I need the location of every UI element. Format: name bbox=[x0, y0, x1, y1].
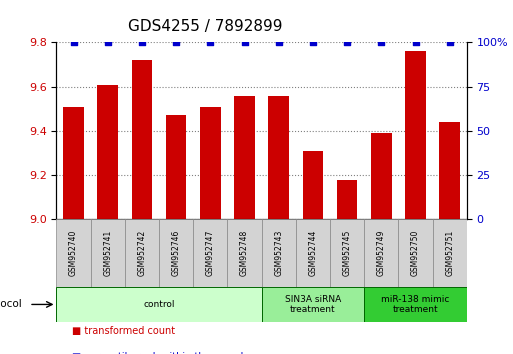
FancyBboxPatch shape bbox=[399, 219, 432, 287]
FancyBboxPatch shape bbox=[330, 219, 364, 287]
Bar bbox=[371, 133, 391, 219]
Text: GSM952744: GSM952744 bbox=[308, 230, 318, 276]
Point bbox=[274, 40, 283, 45]
FancyBboxPatch shape bbox=[56, 287, 262, 322]
Text: GSM952750: GSM952750 bbox=[411, 230, 420, 276]
Text: protocol: protocol bbox=[0, 299, 22, 309]
Point bbox=[309, 40, 317, 45]
Point bbox=[172, 40, 180, 45]
Text: ■ transformed count: ■ transformed count bbox=[72, 326, 175, 336]
FancyBboxPatch shape bbox=[193, 219, 227, 287]
Bar bbox=[405, 51, 426, 219]
Text: GSM952740: GSM952740 bbox=[69, 230, 78, 276]
Point bbox=[69, 40, 77, 45]
Text: SIN3A siRNA
treatment: SIN3A siRNA treatment bbox=[285, 295, 341, 314]
Text: miR-138 mimic
treatment: miR-138 mimic treatment bbox=[381, 295, 450, 314]
FancyBboxPatch shape bbox=[432, 219, 467, 287]
FancyBboxPatch shape bbox=[364, 219, 399, 287]
Text: GSM952745: GSM952745 bbox=[343, 230, 351, 276]
FancyBboxPatch shape bbox=[262, 287, 364, 322]
Bar bbox=[63, 107, 84, 219]
Bar bbox=[234, 96, 255, 219]
FancyBboxPatch shape bbox=[159, 219, 193, 287]
Text: ■ percentile rank within the sample: ■ percentile rank within the sample bbox=[72, 352, 249, 354]
Point bbox=[138, 40, 146, 45]
FancyBboxPatch shape bbox=[56, 219, 91, 287]
Text: GSM952741: GSM952741 bbox=[103, 230, 112, 276]
Text: GSM952747: GSM952747 bbox=[206, 230, 215, 276]
Point bbox=[446, 40, 454, 45]
FancyBboxPatch shape bbox=[262, 219, 296, 287]
Text: GDS4255 / 7892899: GDS4255 / 7892899 bbox=[128, 19, 283, 34]
FancyBboxPatch shape bbox=[91, 219, 125, 287]
Point bbox=[343, 40, 351, 45]
Point bbox=[104, 40, 112, 45]
Bar bbox=[440, 122, 460, 219]
FancyBboxPatch shape bbox=[364, 287, 467, 322]
Bar bbox=[200, 107, 221, 219]
Bar bbox=[268, 96, 289, 219]
Text: control: control bbox=[143, 300, 175, 309]
Bar bbox=[303, 151, 323, 219]
Bar bbox=[337, 179, 358, 219]
Point bbox=[241, 40, 249, 45]
FancyBboxPatch shape bbox=[125, 219, 159, 287]
Point bbox=[411, 40, 420, 45]
Bar bbox=[132, 60, 152, 219]
Point bbox=[206, 40, 214, 45]
Point bbox=[377, 40, 385, 45]
Bar bbox=[97, 85, 118, 219]
Text: GSM952743: GSM952743 bbox=[274, 230, 283, 276]
FancyBboxPatch shape bbox=[296, 219, 330, 287]
Text: GSM952749: GSM952749 bbox=[377, 230, 386, 276]
Text: GSM952751: GSM952751 bbox=[445, 230, 454, 276]
Text: GSM952746: GSM952746 bbox=[172, 230, 181, 276]
FancyBboxPatch shape bbox=[227, 219, 262, 287]
Text: GSM952748: GSM952748 bbox=[240, 230, 249, 276]
Bar bbox=[166, 115, 186, 219]
Text: GSM952742: GSM952742 bbox=[137, 230, 146, 276]
